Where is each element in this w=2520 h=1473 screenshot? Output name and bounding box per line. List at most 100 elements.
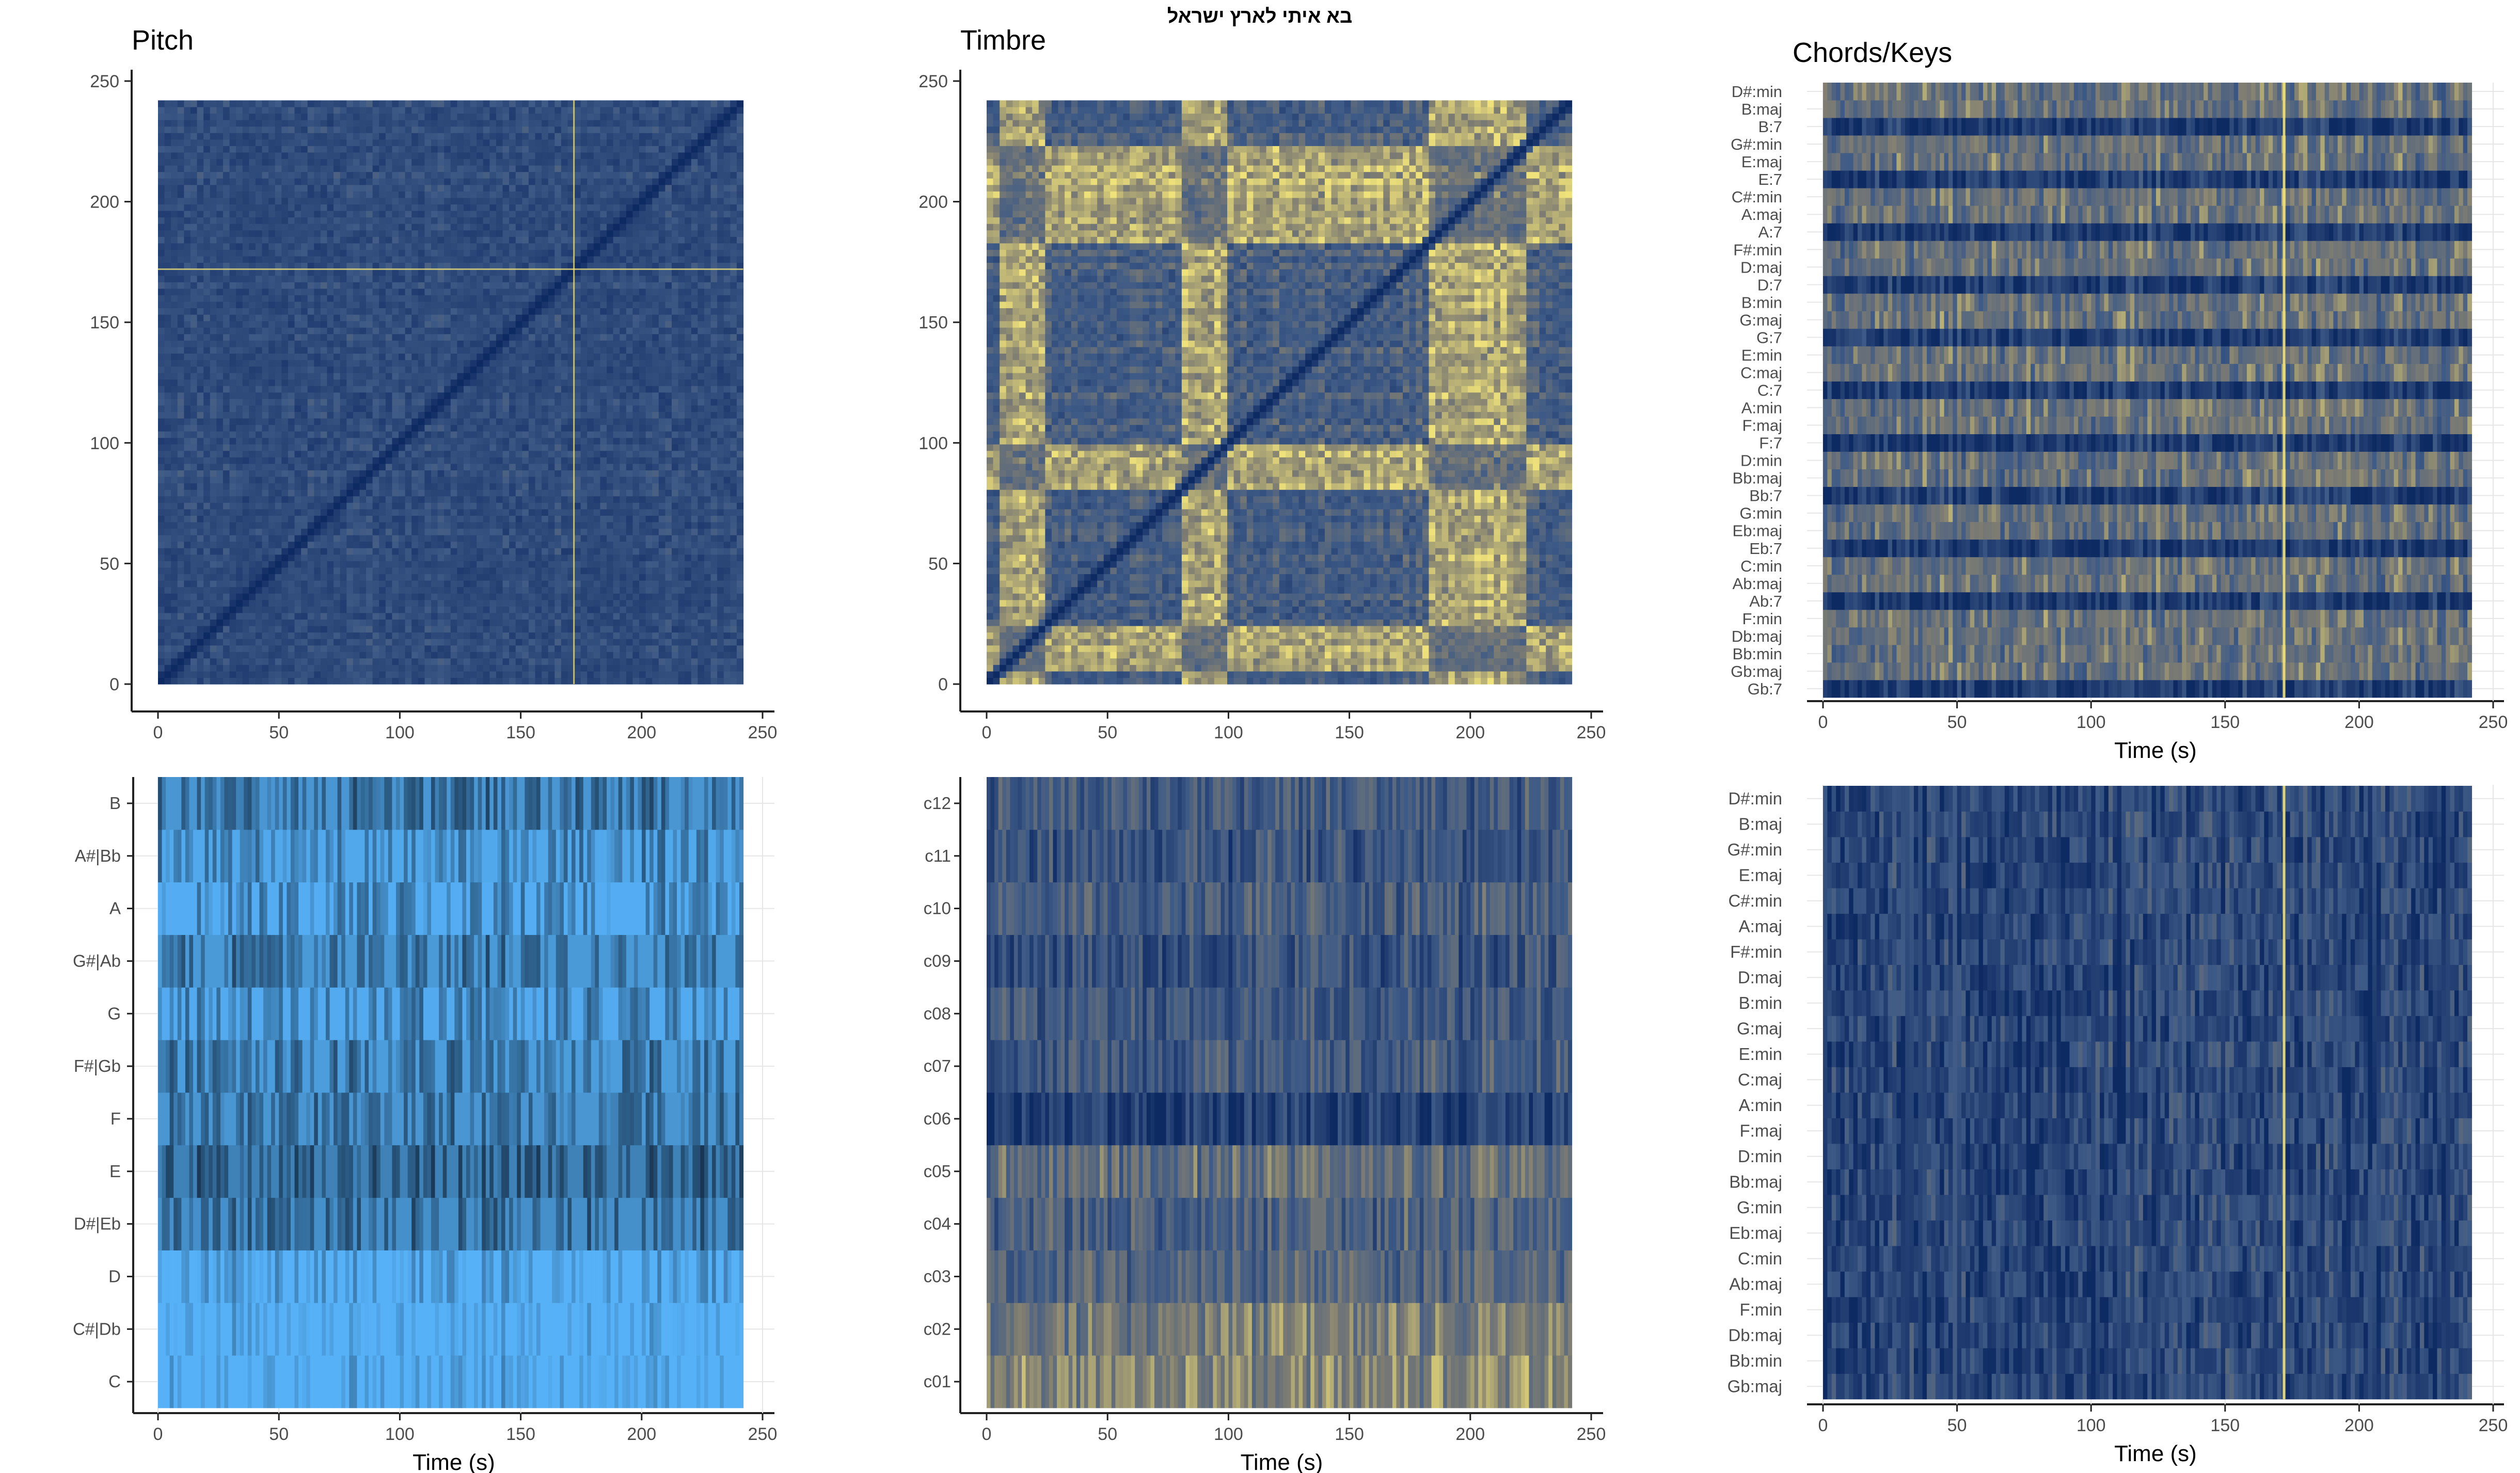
ssm-cell	[268, 561, 275, 567]
ssm-cell	[496, 600, 503, 607]
ssm-cell	[457, 418, 464, 425]
ssm-cell	[483, 295, 490, 302]
ssm-cell	[321, 470, 327, 477]
ssm-cell	[424, 262, 431, 269]
ssm-cell	[340, 677, 347, 684]
ssm-cell	[359, 256, 366, 263]
ssm-cell	[249, 353, 256, 360]
ssm-cell	[197, 671, 204, 678]
ssm-cell	[158, 502, 165, 509]
ssm-cell	[346, 613, 353, 620]
ssm-cell	[379, 133, 386, 139]
ssm-cell	[321, 321, 327, 328]
ssm-cell	[314, 606, 321, 613]
ssm-cell	[451, 152, 457, 159]
ssm-cell	[158, 100, 165, 107]
ssm-cell	[243, 191, 249, 198]
ssm-cell	[424, 483, 431, 490]
ssm-cell	[431, 587, 438, 594]
ssm-cell	[457, 224, 464, 230]
ssm-cell	[223, 587, 230, 594]
ssm-cell	[275, 652, 282, 658]
ssm-cell	[308, 496, 314, 503]
ssm-cell	[457, 664, 464, 671]
ssm-cell	[503, 639, 510, 645]
ssm-cell	[457, 172, 464, 179]
ssm-cell	[477, 211, 483, 217]
ssm-cell	[223, 146, 230, 152]
ssm-cell	[294, 302, 301, 308]
ssm-cell	[477, 580, 483, 587]
ssm-cell	[262, 431, 269, 438]
ssm-cell	[281, 159, 288, 165]
ssm-cell	[165, 327, 171, 334]
ssm-cell	[346, 567, 353, 574]
ssm-cell	[477, 664, 483, 671]
ssm-cell	[256, 677, 262, 684]
ssm-cell	[451, 373, 457, 379]
ssm-cell	[340, 613, 347, 620]
ssm-cell	[197, 107, 204, 114]
ssm-cell	[275, 626, 282, 632]
ssm-cell	[203, 146, 210, 152]
ssm-cell	[230, 191, 236, 198]
ssm-cell	[405, 399, 412, 405]
ssm-cell	[294, 483, 301, 490]
ssm-cell	[444, 548, 451, 555]
ssm-cell	[223, 120, 230, 126]
ssm-cell	[275, 191, 282, 198]
ssm-cell	[444, 256, 451, 263]
ssm-cell	[451, 405, 457, 412]
ssm-cell	[314, 249, 321, 256]
ssm-cell	[405, 386, 412, 392]
ssm-cell	[418, 133, 425, 139]
ssm-cell	[418, 204, 425, 211]
ssm-cell	[275, 457, 282, 464]
ssm-cell	[301, 204, 308, 211]
ssm-cell	[178, 645, 184, 652]
ssm-cell	[308, 652, 314, 658]
ssm-cell	[340, 217, 347, 224]
ssm-cell	[294, 172, 301, 179]
ssm-cell	[379, 515, 386, 522]
ssm-cell	[191, 606, 197, 613]
ssm-cell	[281, 509, 288, 516]
ssm-cell	[438, 139, 445, 146]
ssm-cell	[483, 639, 490, 645]
y-tick-label: 250	[90, 72, 119, 91]
ssm-cell	[243, 165, 249, 172]
ssm-cell	[314, 314, 321, 321]
ssm-cell	[489, 529, 496, 535]
ssm-cell	[346, 535, 353, 542]
ssm-cell	[359, 555, 366, 561]
ssm-cell	[496, 146, 503, 152]
ssm-cell	[334, 191, 340, 198]
ssm-cell	[281, 438, 288, 445]
ssm-cell	[386, 262, 392, 269]
ssm-cell	[223, 626, 230, 632]
ssm-cell	[262, 477, 269, 483]
ssm-cell	[308, 639, 314, 645]
ssm-cell	[321, 230, 327, 237]
ssm-cell	[359, 308, 366, 314]
ssm-cell	[431, 399, 438, 405]
ssm-cell	[438, 256, 445, 263]
ssm-cell	[424, 405, 431, 412]
ssm-cell	[223, 347, 230, 354]
ssm-cell	[178, 185, 184, 192]
ssm-cell	[340, 211, 347, 217]
ssm-cell	[366, 165, 373, 172]
ssm-cell	[216, 658, 223, 665]
ssm-cell	[249, 600, 256, 607]
ssm-cell	[288, 535, 295, 542]
ssm-cell	[203, 340, 210, 347]
ssm-cell	[314, 600, 321, 607]
ssm-cell	[314, 470, 321, 477]
ssm-cell	[281, 658, 288, 665]
ssm-cell	[503, 172, 510, 179]
ssm-cell	[457, 133, 464, 139]
ssm-cell	[451, 496, 457, 503]
ssm-cell	[392, 321, 399, 328]
ssm-cell	[418, 114, 425, 120]
ssm-cell	[340, 593, 347, 600]
